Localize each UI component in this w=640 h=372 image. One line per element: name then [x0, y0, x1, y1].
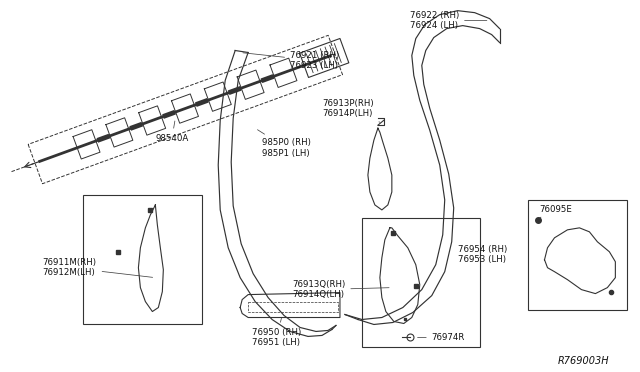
Text: 985P0 (RH)
985P1 (LH): 985P0 (RH) 985P1 (LH) — [257, 130, 311, 158]
Text: 76913Q(RH)
76914Q(LH): 76913Q(RH) 76914Q(LH) — [292, 280, 389, 299]
Text: 98540A: 98540A — [156, 121, 189, 143]
Bar — [527, 200, 627, 310]
Text: 76913P(RH)
76914P(LH): 76913P(RH) 76914P(LH) — [322, 99, 380, 122]
Text: 76922 (RH)
76924 (LH): 76922 (RH) 76924 (LH) — [410, 11, 487, 31]
Text: 76911M(RH)
76912M(LH): 76911M(RH) 76912M(LH) — [43, 258, 152, 278]
Text: 76954 (RH)
76953 (LH): 76954 (RH) 76953 (LH) — [458, 245, 507, 264]
Text: 76974R: 76974R — [417, 333, 465, 342]
Text: 76950 (RH)
76951 (LH): 76950 (RH) 76951 (LH) — [252, 318, 301, 347]
Text: 76095E: 76095E — [540, 205, 572, 218]
Bar — [83, 195, 202, 324]
Text: 76921 (RH)
76923 (LH): 76921 (RH) 76923 (LH) — [243, 51, 339, 70]
Bar — [362, 218, 479, 347]
Text: R769003H: R769003H — [557, 356, 609, 366]
